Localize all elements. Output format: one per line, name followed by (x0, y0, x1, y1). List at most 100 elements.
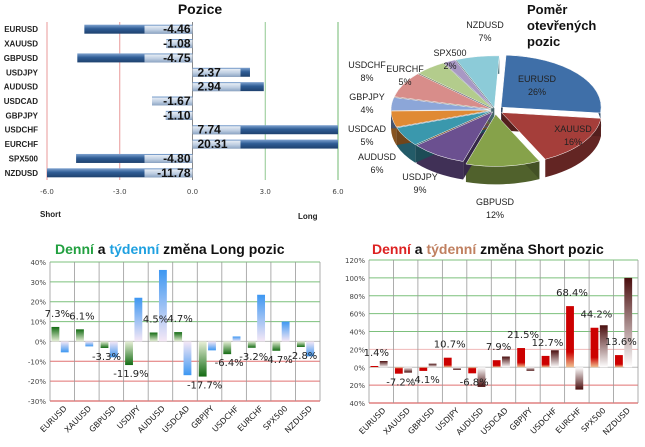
bar-denní (615, 355, 623, 368)
bar-label-box (144, 169, 193, 178)
title-part: týdenní (109, 241, 160, 257)
title-part: Denní (55, 241, 95, 257)
long-changes-title: Denní a týdenní změna Long pozic (55, 241, 285, 257)
pie-slice (416, 111, 494, 162)
bar-denní (51, 326, 60, 342)
pie-slice (393, 73, 492, 110)
bar-value-label: -4.80 (163, 151, 191, 165)
pie-slice-label: USDCAD (348, 124, 387, 134)
bar-denní (125, 341, 133, 366)
bar-value-label: -4.46 (163, 22, 191, 36)
category-label: XAUUSD (4, 40, 38, 49)
data-label: 6.1% (69, 311, 94, 322)
pie-slice-label: USDJPY (402, 172, 438, 182)
category-label: USDCAD (161, 404, 192, 435)
bar-týdenní (502, 356, 510, 368)
category-label: USDCHF (211, 404, 241, 434)
pie-title-line: pozic (527, 34, 560, 49)
long-label: Long (298, 212, 318, 221)
short-changes-chart: Denní a týdenní změna Short pozic 120% 10… (345, 241, 639, 437)
pie-title-line: Poměr (527, 2, 567, 17)
category-label: AUDUSD (4, 83, 38, 92)
bar-value-label: 2.94 (198, 80, 222, 94)
pie-slice (455, 55, 500, 109)
data-label: 4.7% (167, 314, 192, 325)
bar-denní (247, 341, 256, 348)
pie-slice-percent: 5% (360, 137, 373, 147)
category-label: EURUSD (4, 25, 38, 34)
bar-denní (198, 341, 207, 377)
y-tick-label: 40% (30, 259, 46, 267)
category-label: EURCHF (554, 406, 583, 435)
bar-týdenní (306, 341, 315, 357)
pie-slice (465, 113, 540, 167)
short-label: Short (40, 210, 61, 219)
bar-týdenní (404, 367, 413, 373)
y-tick-label: 100% (345, 275, 365, 283)
pie-slice-percent: 9% (413, 185, 426, 195)
data-label: 13.6% (605, 337, 637, 348)
data-label: 7.9% (486, 342, 511, 353)
pie-slice-label: USDCHF (348, 60, 386, 70)
bar-denní (370, 365, 379, 368)
x-tick-label: -6.0 (40, 188, 54, 196)
bar-týdenní (281, 321, 290, 342)
bar-denní (517, 348, 526, 368)
pie-slice (390, 97, 492, 111)
title-part: změna Long pozic (159, 241, 284, 257)
pie-slice-label: GBPJPY (349, 92, 385, 102)
bar-týdenní (550, 350, 559, 368)
title-part: a (94, 241, 110, 257)
bar-týdenní (257, 294, 266, 342)
data-label: -2.8% (288, 351, 317, 362)
y-tick-label: 0% (354, 364, 365, 372)
bar-label-box (192, 68, 241, 77)
category-label: USDCAD (479, 406, 510, 437)
data-label: 10.7% (434, 340, 466, 351)
bar-týdenní (158, 269, 167, 342)
y-tick-label: 20% (30, 299, 46, 307)
category-label: SPX500 (9, 154, 39, 163)
positions-chart: Pozice -6.0 -3.0 0.0 3.0 6.0 EURUSD -4.46 XAUU… (4, 1, 344, 221)
pie-slice-label: XAUUSD (554, 124, 592, 134)
data-label: 12.7% (532, 338, 564, 349)
category-label: NZDUSD (5, 169, 39, 178)
bar (192, 139, 338, 149)
data-label: 4.5% (143, 314, 168, 325)
pie-slice-percent: 6% (370, 165, 383, 175)
bar-label-box (192, 140, 241, 149)
x-tick-label: -3.0 (113, 188, 127, 196)
pie-slice (500, 54, 602, 114)
bar-label-box (192, 126, 241, 135)
bar-label-box (166, 40, 193, 49)
category-label: GBPUSD (88, 404, 118, 434)
bar-denní (76, 329, 84, 342)
category-label: USDCHF (5, 126, 38, 135)
long-changes-chart: Denní a týdenní změna Long pozic 40% 30% 2… (28, 241, 321, 435)
bar-týdenní (428, 363, 437, 368)
bar-value-label: -1.08 (163, 37, 191, 51)
bar (76, 153, 193, 163)
data-label: -6.8% (460, 377, 489, 388)
pie-slice-percent: 12% (486, 210, 504, 220)
bar-label-box (165, 111, 193, 120)
data-label: -17.7% (187, 381, 222, 392)
data-label: -7.2% (386, 378, 415, 389)
pie-slice-percent: 8% (360, 73, 373, 83)
data-label: -11.9% (113, 369, 148, 380)
category-label: GBPUSD (406, 406, 436, 436)
bar-týdenní (232, 336, 241, 342)
bar-týdenní (453, 367, 461, 370)
y-tick-label: 10% (30, 319, 46, 327)
bar-týdenní (208, 341, 216, 351)
short-changes-title: Denní a týdenní změna Short pozic (372, 241, 604, 257)
category-label: EURCHF (236, 404, 265, 433)
bar (77, 53, 193, 63)
category-label: EURCHF (5, 140, 38, 149)
bar-label-box (144, 25, 193, 34)
category-label: USDCHF (529, 406, 559, 436)
bar-týdenní (599, 325, 608, 368)
bar-denní (223, 341, 232, 355)
pie-slice (418, 62, 493, 109)
